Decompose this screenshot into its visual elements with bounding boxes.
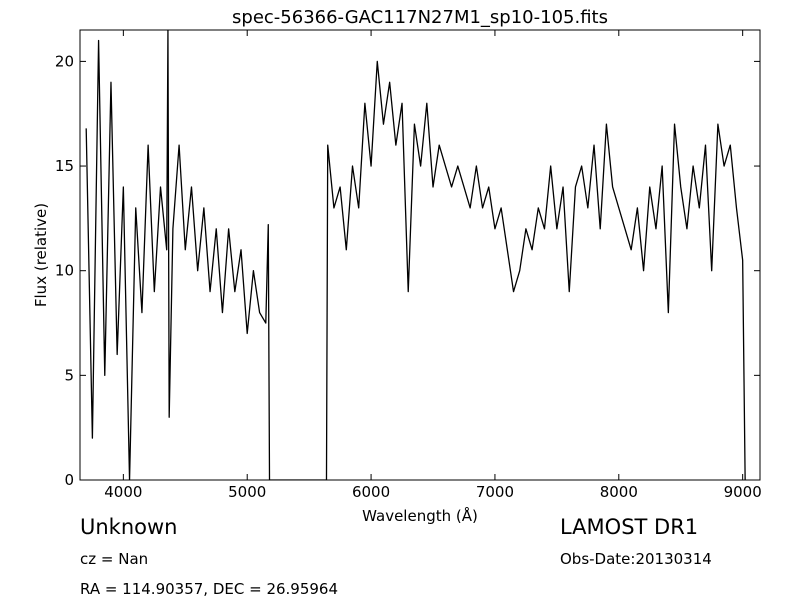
y-tick-label: 15 — [55, 157, 74, 175]
x-tick-label: 6000 — [352, 483, 390, 501]
spectrum-line — [85, 30, 746, 480]
coordinates: RA = 114.90357, DEC = 26.95964 — [80, 580, 338, 598]
survey: LAMOST DR1 — [560, 515, 698, 539]
x-tick-label: 9000 — [724, 483, 762, 501]
object-class: Unknown — [80, 515, 177, 539]
y-tick-label: 5 — [64, 366, 74, 384]
x-tick-label: 7000 — [476, 483, 514, 501]
y-tick-label: 0 — [64, 471, 74, 489]
x-tick-label: 4000 — [104, 483, 142, 501]
x-tick-label: 5000 — [228, 483, 266, 501]
y-axis-label: Flux (relative) — [32, 203, 50, 307]
redshift: cz = Nan — [80, 550, 148, 568]
chart-title: spec-56366-GAC117N27M1_sp10-105.fits — [232, 7, 608, 28]
x-tick-label: 8000 — [600, 483, 638, 501]
y-tick-label: 10 — [55, 262, 74, 280]
plot-frame — [79, 29, 761, 481]
y-tick-label: 20 — [55, 52, 74, 70]
obs-date: Obs-Date:20130314 — [560, 550, 712, 568]
x-axis-label: Wavelength (Å) — [362, 506, 478, 525]
